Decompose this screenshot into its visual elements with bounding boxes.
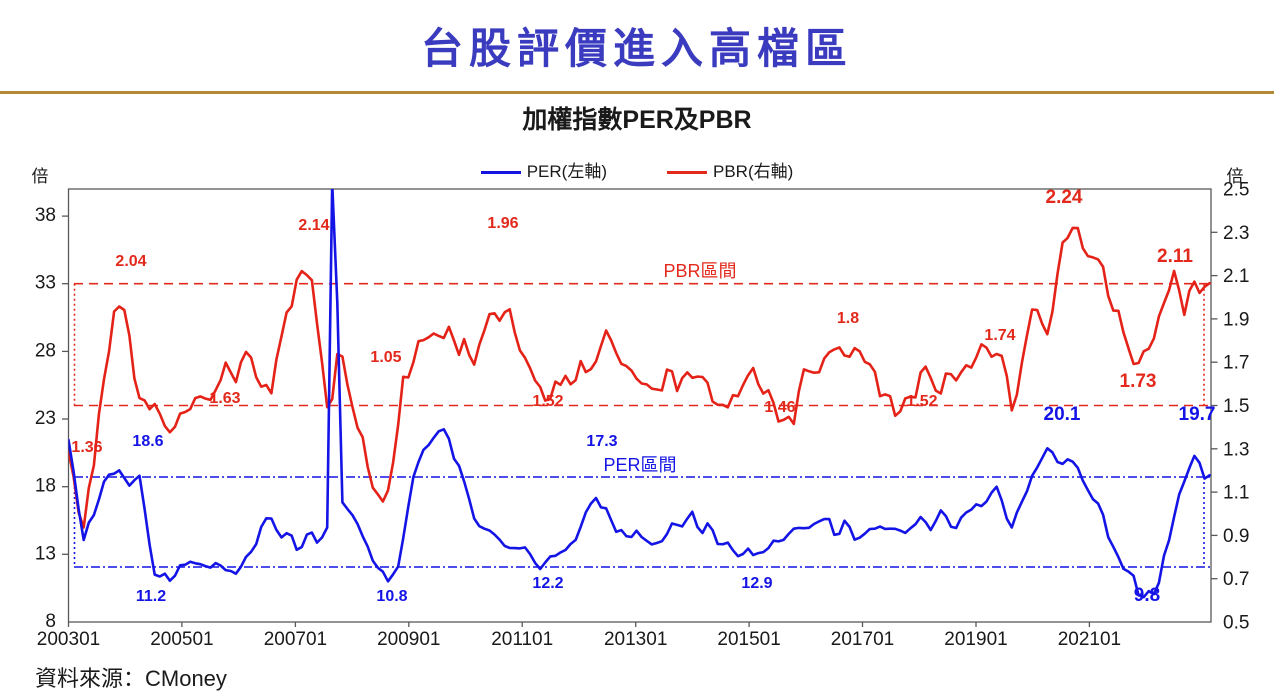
svg-text:倍: 倍 xyxy=(1227,167,1244,186)
svg-text:1.52: 1.52 xyxy=(532,393,563,410)
svg-text:0.9: 0.9 xyxy=(1223,526,1249,547)
svg-text:12.2: 12.2 xyxy=(532,575,563,592)
svg-text:201301: 201301 xyxy=(604,629,667,650)
svg-text:1.52: 1.52 xyxy=(906,393,937,410)
svg-text:201701: 201701 xyxy=(831,629,894,650)
svg-text:201101: 201101 xyxy=(491,629,553,650)
svg-text:1.46: 1.46 xyxy=(764,399,795,416)
svg-text:2.14: 2.14 xyxy=(298,217,329,234)
svg-text:2.24: 2.24 xyxy=(1046,187,1083,208)
svg-text:1.74: 1.74 xyxy=(984,327,1015,344)
svg-text:倍: 倍 xyxy=(32,167,49,186)
svg-text:200701: 200701 xyxy=(264,629,327,650)
svg-text:17.3: 17.3 xyxy=(586,433,617,450)
svg-text:1.96: 1.96 xyxy=(487,215,518,232)
svg-text:201901: 201901 xyxy=(944,629,1007,650)
svg-text:11.2: 11.2 xyxy=(136,588,166,605)
svg-text:2.3: 2.3 xyxy=(1223,223,1249,244)
svg-text:28: 28 xyxy=(35,340,56,361)
svg-text:1.73: 1.73 xyxy=(1120,371,1157,392)
svg-text:200901: 200901 xyxy=(377,629,440,650)
svg-text:202101: 202101 xyxy=(1058,629,1121,650)
svg-text:10.8: 10.8 xyxy=(376,588,407,605)
svg-text:0.5: 0.5 xyxy=(1223,613,1249,634)
svg-text:23: 23 xyxy=(35,408,56,429)
svg-text:1.1: 1.1 xyxy=(1223,483,1249,504)
svg-text:13: 13 xyxy=(35,543,56,564)
svg-text:1.7: 1.7 xyxy=(1223,353,1249,374)
svg-text:1.3: 1.3 xyxy=(1223,439,1249,460)
svg-text:1.36: 1.36 xyxy=(71,439,102,456)
svg-text:2.11: 2.11 xyxy=(1157,246,1193,267)
svg-text:20.1: 20.1 xyxy=(1044,404,1081,425)
svg-text:1.05: 1.05 xyxy=(370,349,401,366)
svg-text:2.04: 2.04 xyxy=(115,253,146,270)
svg-text:19.7: 19.7 xyxy=(1179,404,1216,425)
svg-text:PBR區間: PBR區間 xyxy=(663,261,736,281)
svg-text:18.6: 18.6 xyxy=(132,433,163,450)
svg-text:201501: 201501 xyxy=(717,629,780,650)
svg-text:38: 38 xyxy=(35,205,56,226)
svg-text:2.1: 2.1 xyxy=(1223,266,1249,287)
svg-text:33: 33 xyxy=(35,273,56,294)
svg-text:18: 18 xyxy=(35,476,56,497)
svg-text:1.5: 1.5 xyxy=(1223,396,1249,417)
svg-text:PER區間: PER區間 xyxy=(603,455,676,475)
svg-text:12.9: 12.9 xyxy=(741,575,772,592)
svg-text:200501: 200501 xyxy=(150,629,213,650)
svg-text:200301: 200301 xyxy=(37,629,100,650)
svg-text:1.9: 1.9 xyxy=(1223,309,1249,330)
svg-text:0.7: 0.7 xyxy=(1223,569,1249,590)
svg-text:1.8: 1.8 xyxy=(837,310,859,327)
